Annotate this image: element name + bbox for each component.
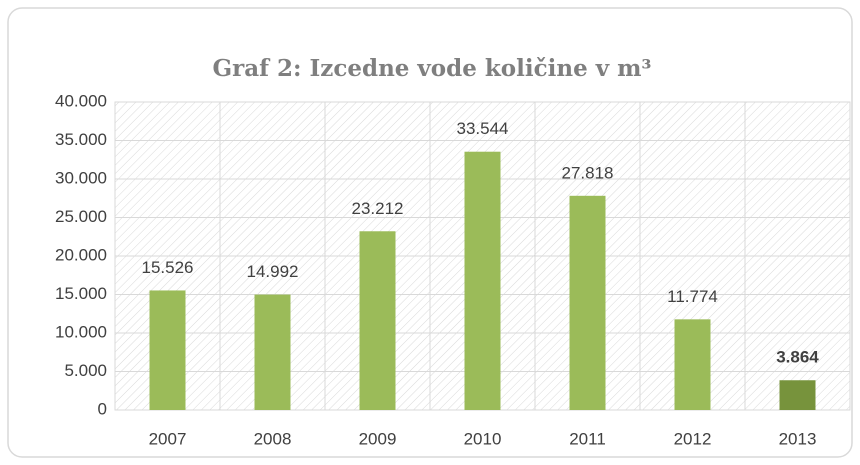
value-label: 15.526: [142, 258, 194, 277]
x-tick-label: 2010: [464, 429, 502, 448]
bar: [149, 290, 186, 410]
y-tick-label: 20.000: [55, 245, 107, 264]
y-tick-label: 15.000: [55, 284, 107, 303]
value-label: 23.212: [352, 199, 404, 218]
x-tick-label: 2008: [254, 429, 292, 448]
bar: [359, 231, 396, 410]
y-tick-label: 35.000: [55, 130, 107, 149]
y-tick-label: 25.000: [55, 207, 107, 226]
value-label: 27.818: [562, 163, 614, 182]
value-label: 33.544: [457, 119, 509, 138]
y-tick-label: 5.000: [64, 361, 107, 380]
x-tick-label: 2011: [569, 429, 606, 448]
chart-title: Graf 2: Izcedne vode količine v m³: [212, 55, 651, 82]
x-tick-label: 2007: [149, 429, 187, 448]
y-tick-label: 40.000: [55, 91, 107, 110]
bar: [254, 294, 291, 410]
value-label: 11.774: [667, 287, 718, 306]
bar: [779, 380, 816, 410]
x-tick-label: 2013: [779, 429, 817, 448]
y-tick-label: 0: [98, 399, 107, 418]
value-label: 3.864: [776, 348, 819, 367]
value-label: 14.992: [247, 262, 299, 281]
y-tick-label: 10.000: [55, 322, 107, 341]
x-tick-label: 2012: [674, 429, 712, 448]
y-tick-label: 30.000: [55, 168, 107, 187]
bar: [674, 319, 711, 410]
bar: [569, 195, 606, 410]
x-tick-label: 2009: [359, 429, 397, 448]
bar: [464, 151, 501, 411]
